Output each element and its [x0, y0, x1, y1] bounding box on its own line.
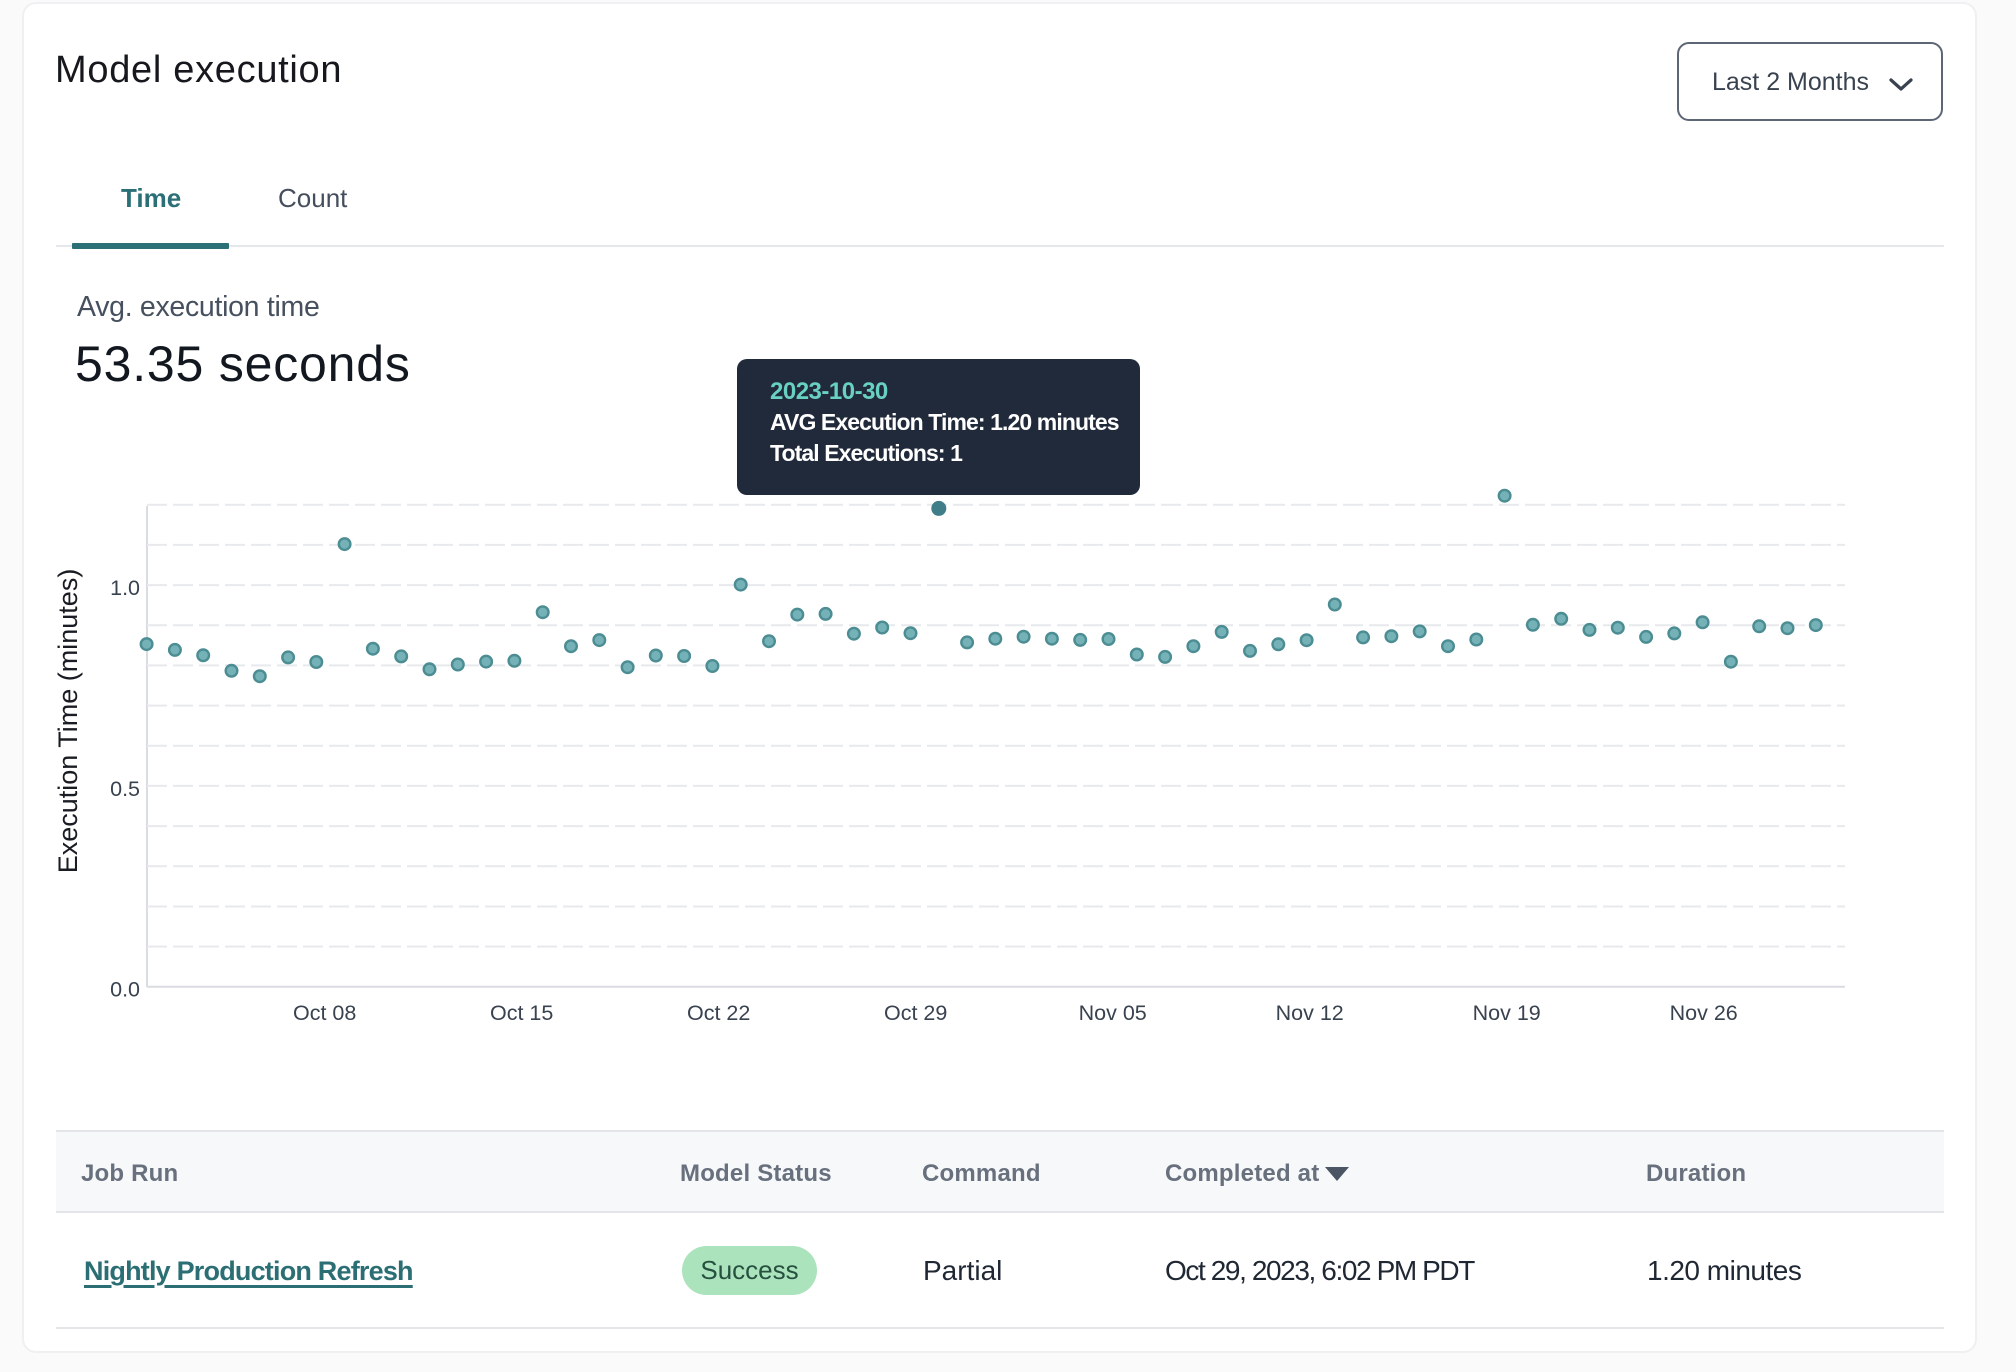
svg-text:Oct 29: Oct 29 — [884, 1001, 947, 1025]
svg-text:Oct 22: Oct 22 — [687, 1001, 750, 1025]
svg-text:Nov 19: Nov 19 — [1473, 1001, 1541, 1025]
svg-text:Nov 05: Nov 05 — [1079, 1001, 1147, 1025]
svg-text:Nov 12: Nov 12 — [1276, 1001, 1344, 1025]
svg-text:0.0: 0.0 — [110, 978, 140, 1002]
svg-text:0.5: 0.5 — [110, 777, 140, 801]
svg-text:Execution Time (minutes): Execution Time (minutes) — [53, 569, 83, 874]
svg-text:1.0: 1.0 — [110, 576, 140, 600]
svg-text:Oct 15: Oct 15 — [490, 1001, 553, 1025]
svg-text:Nov 26: Nov 26 — [1670, 1001, 1738, 1025]
svg-text:Oct 08: Oct 08 — [293, 1001, 356, 1025]
